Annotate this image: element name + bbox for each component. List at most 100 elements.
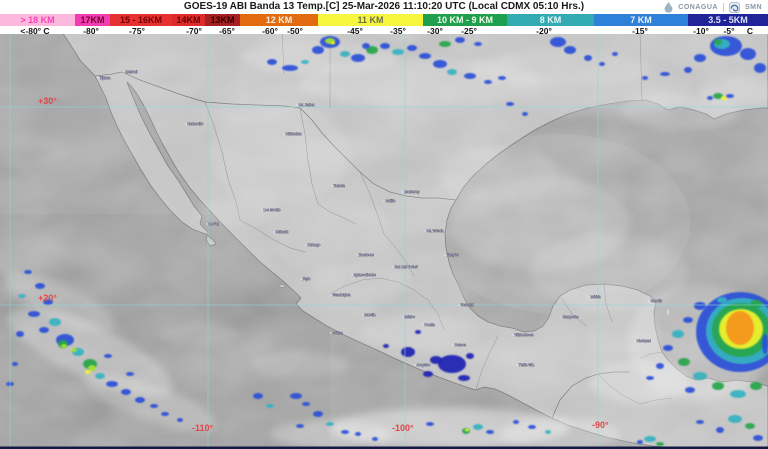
cloud-blob-teal [693, 372, 707, 380]
cloud-blob-yellow [85, 370, 91, 374]
cloud-blob-blue [474, 42, 482, 46]
cloud-blob-blue [564, 46, 576, 54]
cloud-blob-blue [455, 37, 465, 43]
scale-segment: 3.5 - 5KM [688, 14, 768, 26]
cloud-blob-green [745, 423, 755, 429]
temperature-tick-label: -45° [347, 26, 363, 36]
cloud-blob-blue [106, 381, 118, 387]
cloud-blob-blue [419, 53, 431, 59]
city-marker [634, 340, 636, 342]
smn-logo: SMN [744, 4, 762, 11]
logo-separator [722, 3, 724, 12]
cloud-blob-blue [663, 345, 673, 351]
city-label: Mérida [591, 295, 601, 299]
smn-icon [729, 2, 740, 13]
cloud-blob-blue [642, 76, 648, 80]
city-marker [588, 296, 590, 298]
city-label: Durango [308, 243, 321, 247]
cloud-blob-blue [135, 397, 145, 403]
city-marker [512, 334, 514, 336]
city-label: Culiacán [276, 230, 289, 234]
city-marker [351, 274, 353, 276]
cloud-blob-navy [438, 355, 466, 373]
cloud-blob-blue [43, 299, 53, 305]
cloud-haze [83, 372, 217, 432]
cloud-blob-blue [302, 402, 310, 406]
city-label: Mexicali [126, 70, 138, 74]
cloud-haze [5, 271, 115, 333]
temperature-tick-label: -25° [461, 26, 477, 36]
city-label: La Paz [209, 222, 220, 226]
cloud-blob-blue [684, 67, 692, 73]
city-marker [261, 209, 263, 211]
city-label: Tijuana [100, 76, 111, 80]
cloud-blob-blue [753, 435, 763, 441]
cloud-blob-teal [18, 294, 26, 298]
cloud-blob-blue [685, 387, 695, 393]
cloud-blob-blue [646, 376, 654, 380]
cloud-blob-teal [266, 404, 274, 408]
cloud-blob-blue [104, 354, 112, 358]
cloud-blob-blue [24, 270, 32, 274]
city-label: Campeche [563, 315, 579, 319]
cloud-blob-blue [433, 60, 447, 68]
cloud-haze [470, 50, 650, 86]
cloud-blob-navy [401, 347, 415, 357]
city-marker [424, 230, 426, 232]
city-marker [97, 77, 99, 79]
cloud-blob-green [712, 382, 724, 390]
cloud-blob-green [714, 39, 722, 45]
cloud-blob-blue [528, 425, 536, 429]
cloud-blob-blue [28, 311, 40, 317]
cloud-haze [620, 94, 740, 130]
city-label: Tampico [447, 253, 459, 257]
city-label: Villahermosa [515, 333, 534, 337]
cloud-blob-blue [426, 422, 434, 426]
scale-segment: 15 - 16KM [110, 14, 172, 26]
cloud-blob-blue [150, 404, 158, 408]
cloud-blob-blue [599, 62, 605, 66]
cloud-blob-blue [362, 43, 370, 49]
city-marker [402, 191, 404, 193]
cloud-blob-teal [728, 415, 742, 423]
cloud-haze [310, 264, 410, 300]
scale-segment: 7 KM [594, 14, 688, 26]
cloud-blob-blue [355, 432, 361, 436]
cloud-blob-yellow [721, 96, 727, 100]
cloud-haze [200, 198, 280, 226]
temperature-tick-label: -10° [693, 26, 709, 36]
city-label: Guadalajara [333, 293, 351, 297]
scale-segment: 13KM [205, 14, 240, 26]
city-label: Tuxtla Gtz. [519, 363, 535, 367]
grid-label: -100° [392, 423, 414, 433]
agency-logos: CONAGUA SMN [664, 2, 762, 13]
cloud-blob-blue [694, 302, 706, 310]
city-label: Los Mochis [264, 208, 281, 212]
cloud-haze [160, 322, 240, 346]
cloud-blob-teal [95, 373, 105, 379]
cloud-blob-blue [656, 363, 664, 369]
cloud-blob-orange [726, 311, 754, 345]
cloud-blob-green [750, 300, 762, 308]
cloud-blob-yellow [331, 41, 335, 45]
city-label: Tepic [303, 277, 311, 281]
satellite-map: +30° +20° -110° -100° -90° Tijuana Mexicali He… [0, 34, 768, 449]
cloud-blob-blue [506, 102, 514, 106]
cloud-blob-blue [513, 420, 519, 424]
cloud-blob-navy [466, 353, 474, 359]
cloud-blob-teal [717, 297, 727, 303]
city-marker [296, 104, 298, 106]
conagua-drop-icon [664, 2, 673, 13]
cloud-blob-teal [326, 422, 334, 426]
city-marker [560, 316, 562, 318]
temperature-scale: <-80° C -80° -75° -70° -65° -60° -50° -45° -35° -… [0, 26, 768, 36]
city-marker [283, 133, 285, 135]
city-marker [185, 123, 187, 125]
cloud-blob-blue [126, 372, 134, 376]
city-label: Cd. Victoria [427, 229, 444, 233]
cloud-blob-blue [637, 440, 643, 444]
city-marker [330, 332, 332, 334]
cloud-blob-blue [740, 48, 756, 60]
scale-segment: > 18 KM [0, 14, 75, 26]
city-marker [516, 364, 518, 366]
